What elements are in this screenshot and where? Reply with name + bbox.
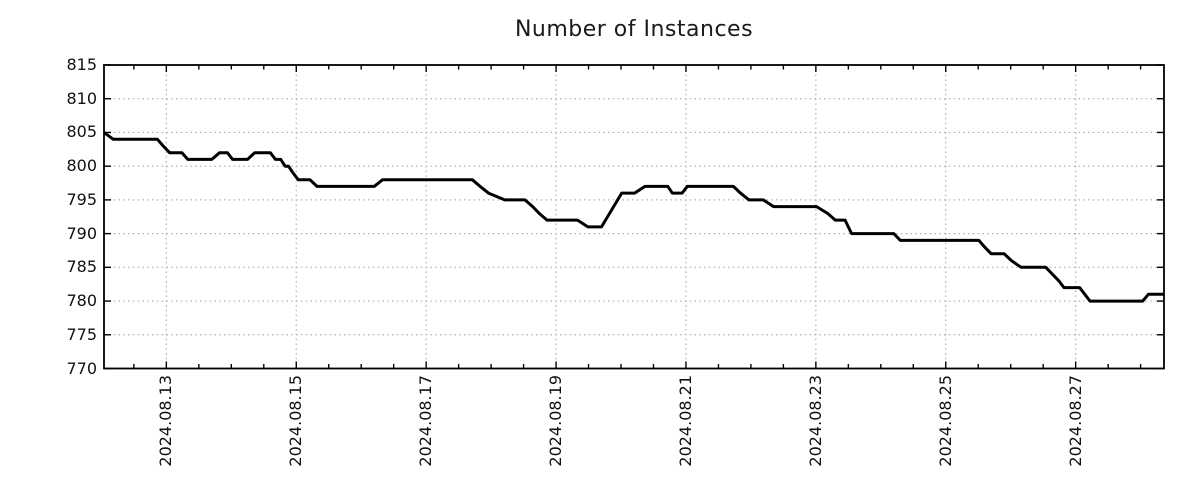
- y-tick-label: 800: [66, 156, 97, 176]
- chart-title: Number of Instances: [514, 17, 754, 42]
- x-tick-label: 2024.08.19: [546, 374, 566, 467]
- x-tick-label: 2024.08.25: [935, 374, 955, 467]
- y-tick-label: 805: [66, 122, 97, 142]
- y-tick-label: 775: [66, 324, 97, 344]
- y-tick-label: 780: [66, 291, 97, 311]
- y-tick-label: 785: [66, 257, 97, 277]
- y-tick-label: 790: [66, 223, 97, 243]
- x-tick-label: 2024.08.15: [286, 374, 306, 467]
- y-tick-label: 815: [66, 55, 97, 74]
- x-tick-label: 2024.08.17: [416, 374, 436, 467]
- x-tick-label: 2024.08.27: [1065, 374, 1085, 467]
- x-tick-label: 2024.08.13: [156, 374, 176, 467]
- plot-border: [103, 64, 1165, 370]
- y-tick-label: 795: [66, 189, 97, 209]
- data-line: [103, 131, 1164, 303]
- y-tick-label: 770: [66, 358, 97, 378]
- x-tick-label: 2024.08.23: [805, 374, 825, 467]
- y-tick-label: 810: [66, 88, 97, 108]
- x-tick-label: 2024.08.21: [675, 374, 695, 467]
